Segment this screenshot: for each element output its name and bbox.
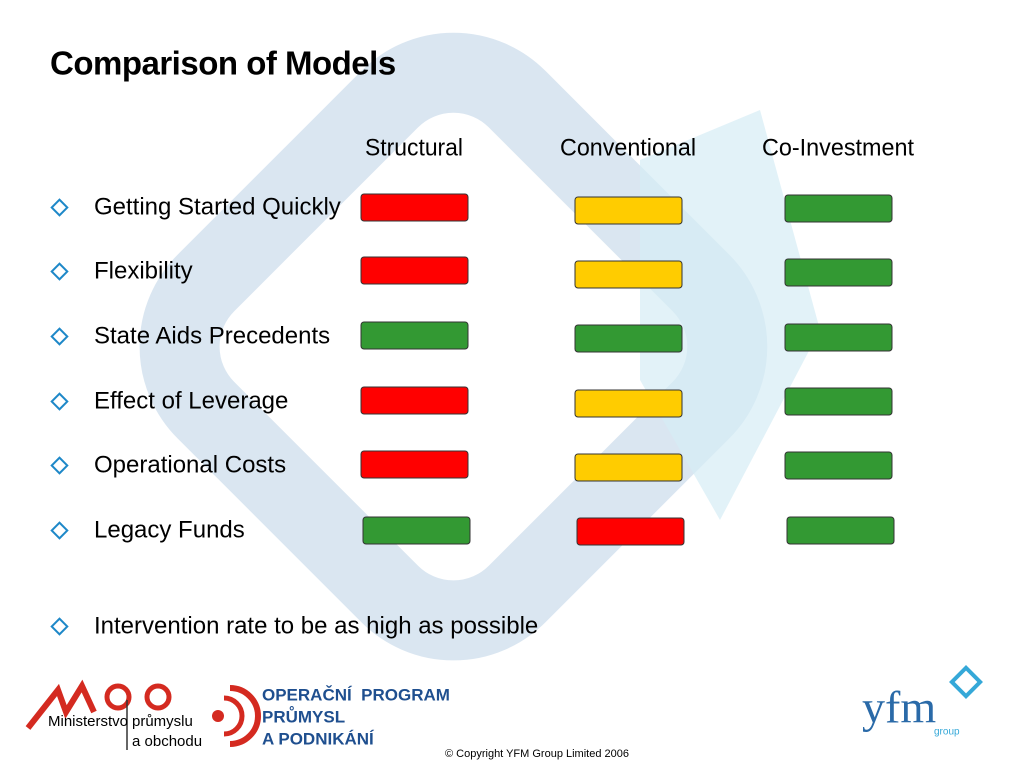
program-text: OPERAČNÍ PROGRAM xyxy=(262,685,450,704)
bullet xyxy=(50,456,69,475)
yfm-logo: yfm xyxy=(862,682,936,733)
rating-box xyxy=(574,324,683,353)
rating-box xyxy=(784,194,893,223)
rating-box xyxy=(360,386,469,415)
program-text: PRŮMYSL xyxy=(262,706,345,726)
mpo-text: Ministerstvo xyxy=(48,713,128,730)
rating-box xyxy=(360,321,469,350)
rating-box xyxy=(574,196,683,225)
yfm-sub: group xyxy=(934,727,960,738)
bullet xyxy=(50,327,69,346)
row-label: Getting Started Quickly xyxy=(94,193,341,220)
mpo-logo-mark xyxy=(25,679,97,730)
rating-box xyxy=(576,517,685,546)
comparison-table: Structural Conventional Co-Investment Getti… xyxy=(50,134,914,639)
mpo-logo-o xyxy=(144,683,172,711)
rating-box xyxy=(784,323,893,352)
mpo-text: a obchodu xyxy=(132,733,202,750)
rating-box xyxy=(784,451,893,480)
row-label: Flexibility xyxy=(94,257,193,284)
note: Intervention rate to be as high as possi… xyxy=(94,612,538,639)
rating-box xyxy=(360,450,469,479)
bullet xyxy=(50,392,69,411)
rating-box xyxy=(574,260,683,289)
column-header: Co-Investment xyxy=(762,134,914,161)
footer: Ministerstvo průmyslu a obchodu OPERAČNÍ… xyxy=(25,665,983,760)
row-label: Effect of Leverage xyxy=(94,387,288,414)
bullet xyxy=(50,262,69,281)
rating-box xyxy=(784,387,893,416)
rating-box xyxy=(574,453,683,482)
row-label: State Aids Precedents xyxy=(94,322,330,349)
background-shape xyxy=(139,32,820,661)
yfm-diamond xyxy=(949,665,983,699)
row-label: Operational Costs xyxy=(94,451,286,478)
rating-box xyxy=(574,389,683,418)
rating-box xyxy=(786,516,895,545)
bullet xyxy=(50,617,69,636)
column-header: Conventional xyxy=(560,134,696,161)
rating-box xyxy=(784,258,893,287)
rating-box xyxy=(362,516,471,545)
mpo-text: průmyslu xyxy=(132,713,193,730)
op-logo xyxy=(212,685,261,747)
slide-title: Comparison of Models xyxy=(50,45,396,82)
row-label: Legacy Funds xyxy=(94,516,245,543)
bullet xyxy=(50,521,69,540)
column-header: Structural xyxy=(365,134,463,161)
rating-box xyxy=(360,193,469,222)
rating-box xyxy=(360,256,469,285)
program-text: A PODNIKÁNÍ xyxy=(262,729,375,748)
copyright: © Copyright YFM Group Limited 2006 xyxy=(445,748,629,760)
bullet xyxy=(50,198,69,217)
mpo-logo-p xyxy=(104,683,132,711)
